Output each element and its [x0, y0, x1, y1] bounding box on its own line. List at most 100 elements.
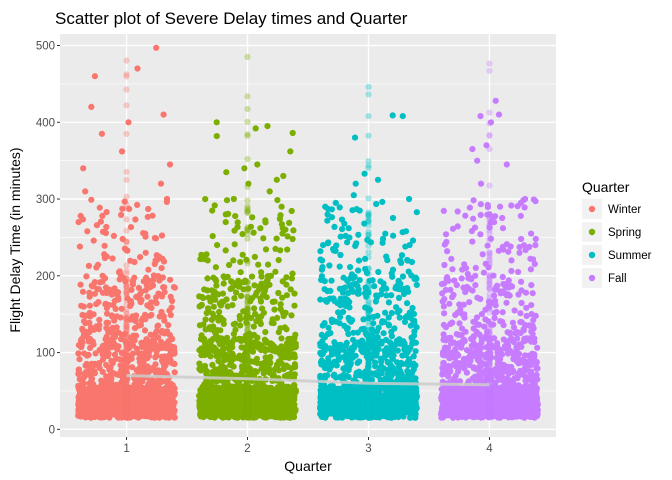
- data-point: [325, 239, 332, 246]
- data-point: [374, 410, 381, 417]
- data-point: [171, 414, 178, 421]
- data-point: [91, 290, 98, 297]
- data-point: [398, 259, 405, 266]
- data-point: [250, 229, 257, 236]
- data-point: [85, 351, 92, 358]
- data-point: [135, 414, 142, 421]
- data-point: [359, 349, 366, 356]
- data-point: [354, 403, 361, 410]
- data-point: [378, 400, 385, 407]
- data-point: [88, 375, 95, 382]
- data-point: [99, 212, 106, 219]
- data-point: [404, 285, 411, 292]
- data-point: [131, 403, 138, 410]
- data-point: [142, 353, 149, 360]
- outlier-point: [158, 265, 165, 272]
- data-point: [219, 414, 226, 421]
- data-point: [198, 364, 205, 371]
- outlier-point: [145, 205, 152, 213]
- outlier-point: [289, 235, 296, 243]
- data-point: [105, 385, 112, 392]
- data-point: [353, 240, 360, 247]
- data-point: [385, 299, 392, 306]
- data-point: [249, 348, 257, 355]
- data-point: [76, 376, 83, 383]
- outlier-point: [214, 242, 221, 249]
- data-point: [118, 305, 125, 312]
- data-point: [164, 328, 171, 335]
- data-point: [202, 326, 209, 333]
- data-point: [220, 280, 227, 287]
- data-point: [230, 330, 237, 338]
- data-point: [86, 302, 93, 309]
- data-point: [258, 273, 265, 280]
- data-point: [103, 373, 110, 380]
- data-point: [325, 324, 332, 331]
- data-point: [292, 331, 299, 338]
- data-point: [283, 281, 290, 288]
- data-point: [339, 226, 346, 233]
- data-point: [227, 361, 234, 368]
- data-point: [503, 299, 510, 306]
- data-point: [330, 247, 337, 254]
- data-point: [137, 322, 144, 329]
- data-point: [222, 247, 229, 254]
- data-point: [103, 333, 110, 340]
- data-point: [121, 198, 128, 205]
- data-point: [401, 401, 409, 408]
- data-point: [317, 296, 324, 303]
- data-point: [94, 286, 101, 293]
- data-point: [91, 368, 98, 375]
- data-point: [171, 348, 178, 355]
- data-point: [254, 360, 261, 367]
- data-point: [215, 358, 222, 365]
- outlier-point: [287, 148, 294, 155]
- data-point: [232, 213, 239, 220]
- data-point: [201, 286, 208, 293]
- outlier-point: [332, 199, 339, 206]
- outlier-point: [88, 103, 95, 110]
- data-point: [266, 281, 273, 288]
- data-point: [262, 246, 270, 253]
- data-point: [383, 376, 390, 383]
- data-point: [317, 373, 324, 381]
- data-point: [90, 398, 97, 405]
- outlier-point: [222, 211, 229, 218]
- outlier-point: [98, 130, 105, 137]
- data-point: [239, 251, 246, 258]
- data-point: [171, 407, 178, 414]
- data-point: [292, 363, 299, 370]
- data-point: [209, 361, 216, 368]
- data-point: [324, 330, 332, 338]
- data-point: [77, 212, 84, 219]
- data-point: [148, 385, 155, 392]
- outlier-point: [389, 112, 396, 119]
- data-point: [76, 356, 83, 363]
- data-point: [280, 313, 287, 320]
- outlier-point: [408, 258, 415, 266]
- data-point: [273, 235, 280, 242]
- data-point: [215, 314, 222, 321]
- data-point: [373, 200, 380, 208]
- data-point: [90, 341, 97, 348]
- data-point: [153, 352, 160, 359]
- data-point: [141, 327, 149, 334]
- outlier-point: [272, 245, 279, 252]
- data-point: [150, 364, 157, 371]
- data-point: [259, 305, 266, 312]
- data-point: [133, 345, 140, 352]
- data-point: [350, 288, 357, 295]
- data-point: [402, 314, 409, 321]
- data-point: [203, 384, 210, 391]
- data-point: [287, 286, 294, 293]
- data-point: [149, 413, 156, 420]
- data-point: [228, 339, 235, 346]
- outlier-point: [142, 230, 149, 237]
- data-point: [398, 252, 406, 259]
- data-point: [103, 289, 110, 296]
- data-point: [340, 274, 347, 281]
- data-point: [105, 413, 112, 420]
- data-point: [167, 342, 174, 349]
- data-point: [269, 344, 276, 351]
- data-point: [81, 330, 88, 337]
